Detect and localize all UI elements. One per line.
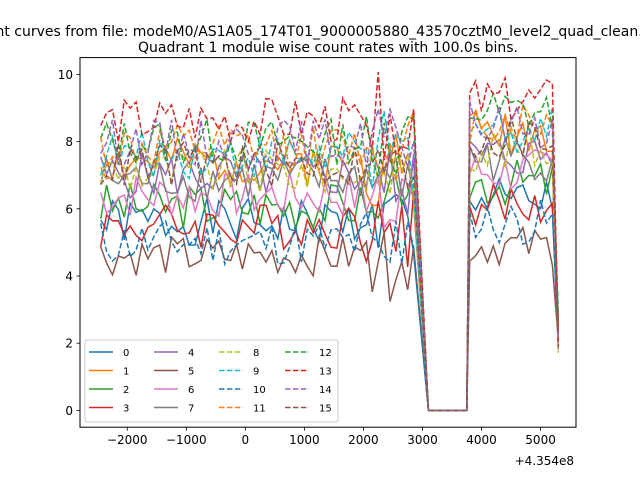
y-tick-label: 4: [65, 270, 73, 284]
x-tick-label: 2000: [348, 433, 379, 447]
series-line-10: [99, 199, 560, 412]
series-line-14: [100, 101, 560, 412]
series-line-9: [99, 107, 560, 412]
legend-label-8: 8: [253, 348, 259, 359]
series-lines: [99, 71, 560, 412]
x-tick-label: 5000: [525, 433, 556, 447]
series-line-5: [99, 225, 560, 412]
legend-label-1: 1: [123, 367, 129, 378]
legend-label-4: 4: [188, 348, 194, 359]
x-tick-label: 4000: [466, 433, 497, 447]
legend-label-6: 6: [188, 385, 194, 396]
x-tick-label: 3000: [407, 433, 438, 447]
x-tick-label: −2000: [107, 433, 148, 447]
x-axis-offset-label: +4.354e8: [515, 454, 574, 468]
plot-area-frame: [79, 57, 577, 428]
x-tick-label: 0: [242, 433, 250, 447]
series-line-2: [99, 159, 560, 412]
y-axis: 0 2 4 6 8 10: [58, 68, 80, 418]
series-line-6: [99, 148, 560, 412]
x-tick-label: −1000: [166, 433, 207, 447]
legend-label-3: 3: [123, 404, 129, 415]
legend-label-10: 10: [253, 385, 266, 396]
x-tick-label: 1000: [289, 433, 320, 447]
series-line-8: [99, 125, 560, 412]
series-line-15: [100, 116, 560, 412]
series-line-11: [99, 102, 560, 412]
legend-label-0: 0: [123, 348, 129, 359]
legend-label-12: 12: [319, 348, 332, 359]
y-tick-label: 0: [65, 404, 73, 418]
y-tick-label: 6: [65, 202, 73, 216]
legend-label-13: 13: [319, 367, 332, 378]
legend-label-14: 14: [319, 385, 332, 396]
series-line-13: [100, 71, 560, 412]
legend-box: [84, 339, 339, 423]
legend-label-11: 11: [253, 404, 266, 415]
legend-label-9: 9: [253, 367, 259, 378]
legend-label-15: 15: [319, 404, 332, 415]
x-axis: −2000 −1000 0 1000 2000 3000 4000 5000: [107, 427, 556, 447]
legend-label-7: 7: [188, 404, 194, 415]
legend-label-2: 2: [123, 385, 129, 396]
legend-label-5: 5: [188, 367, 194, 378]
y-tick-label: 8: [65, 135, 73, 149]
chart-title: Quadrant 1 module wise count rates with …: [138, 40, 518, 56]
y-tick-label: 10: [58, 68, 73, 82]
figure-suptitle: Light curves from file: modeM0/AS1A05_17…: [0, 24, 640, 40]
series-line-12: [100, 91, 560, 412]
y-tick-label: 2: [65, 337, 73, 351]
